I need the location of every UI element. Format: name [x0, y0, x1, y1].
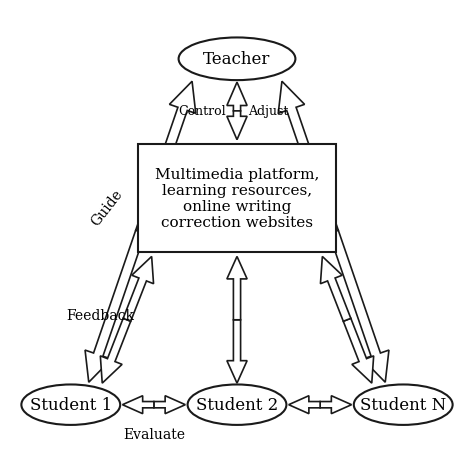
Ellipse shape: [354, 385, 453, 425]
Polygon shape: [278, 82, 338, 234]
Polygon shape: [123, 257, 154, 322]
Text: Student 2: Student 2: [196, 396, 278, 413]
Text: Student N: Student N: [360, 396, 447, 413]
Ellipse shape: [21, 385, 120, 425]
Polygon shape: [289, 396, 320, 414]
Polygon shape: [227, 112, 247, 140]
Polygon shape: [320, 396, 352, 414]
Polygon shape: [227, 257, 247, 320]
Polygon shape: [100, 318, 131, 383]
Polygon shape: [227, 320, 247, 383]
Text: Feedback: Feedback: [66, 308, 134, 322]
Ellipse shape: [179, 38, 295, 81]
Text: Student 1: Student 1: [30, 396, 112, 413]
Text: Evaluate: Evaluate: [123, 427, 185, 441]
Polygon shape: [227, 83, 247, 112]
Polygon shape: [85, 230, 145, 382]
Polygon shape: [329, 230, 389, 382]
Polygon shape: [136, 82, 196, 234]
Polygon shape: [122, 396, 154, 414]
Text: Multimedia platform,
learning resources,
online writing
correction websites: Multimedia platform, learning resources,…: [155, 167, 319, 230]
Text: Control: Control: [178, 105, 226, 118]
Polygon shape: [343, 318, 374, 383]
Text: Adjust: Adjust: [248, 105, 289, 118]
Bar: [138, 145, 336, 253]
Polygon shape: [320, 257, 351, 322]
Text: Guide: Guide: [88, 187, 125, 228]
Ellipse shape: [188, 385, 286, 425]
Text: Teacher: Teacher: [203, 51, 271, 68]
Polygon shape: [154, 396, 185, 414]
